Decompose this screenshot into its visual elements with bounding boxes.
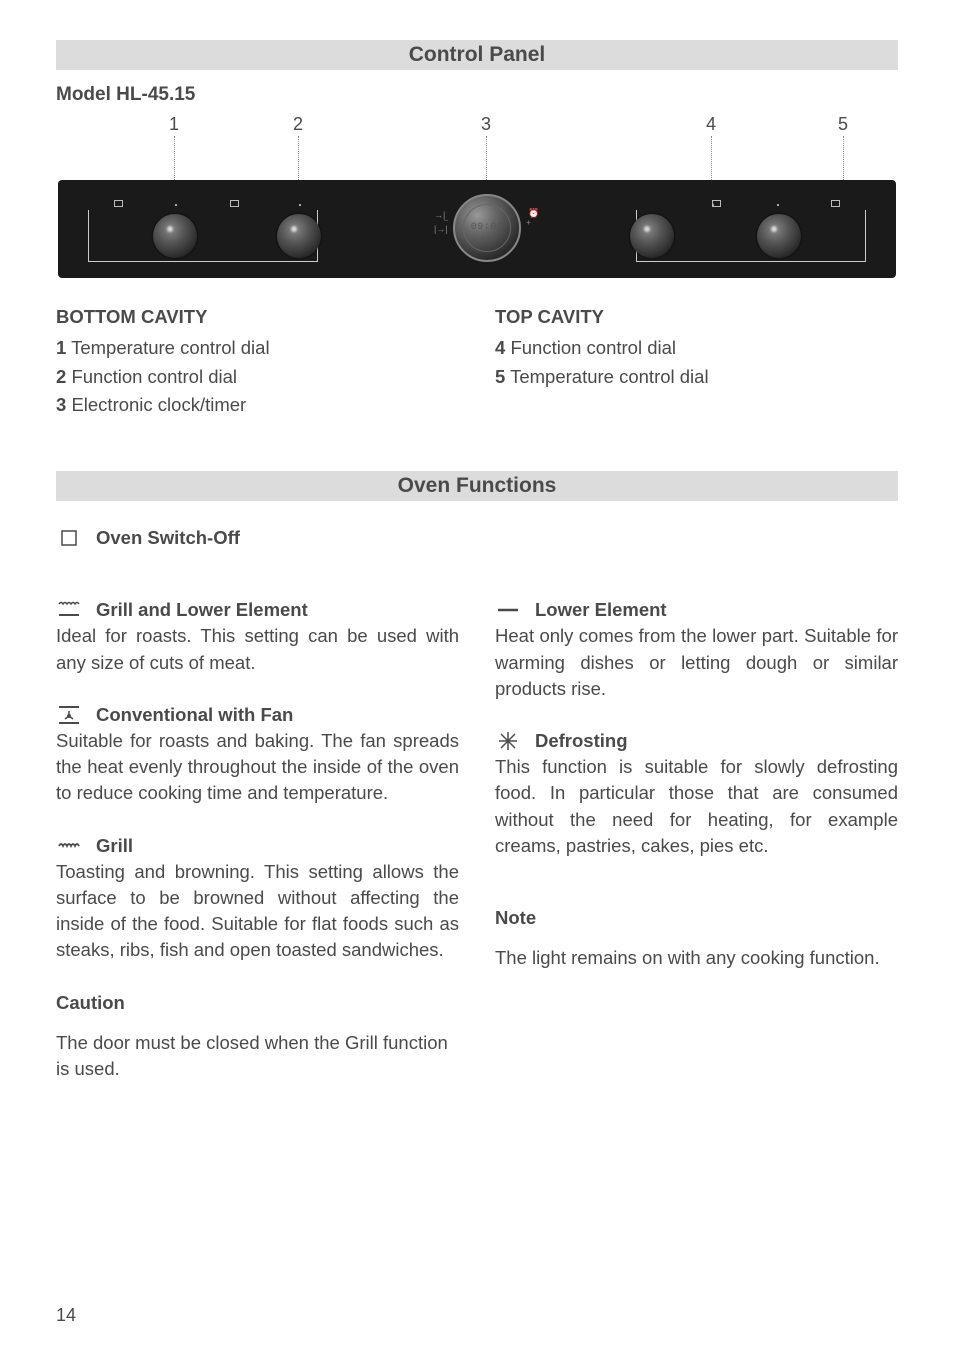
control-panel-diagram: 1 2 3 4 5 09:00 AUTO →| |→| − ⏰ xyxy=(56,114,898,278)
legend-item-5: 5 Temperature control dial xyxy=(495,364,898,391)
clock-plus-icon: + xyxy=(526,218,531,227)
diagram-leader-lines xyxy=(56,136,898,180)
lower-element-title: Lower Element xyxy=(535,599,667,621)
conventional-fan-icon xyxy=(56,704,82,726)
clock-minus-icon: − xyxy=(444,218,448,225)
clock-auto-label: AUTO xyxy=(455,236,519,242)
panel-icon-right-outer xyxy=(831,200,840,207)
grill-icon xyxy=(56,840,82,852)
switch-off-title: Oven Switch-Off xyxy=(96,527,240,549)
knob-2 xyxy=(277,214,321,258)
page-number: 14 xyxy=(56,1305,76,1326)
grill-lower-icon xyxy=(56,600,82,620)
model-label: Model HL-45.15 xyxy=(56,84,898,106)
panel-icon-left-outer xyxy=(114,200,123,207)
diagram-number-4: 4 xyxy=(706,114,716,135)
clock-time: 09:00 xyxy=(455,222,519,233)
grill-lower-body: Ideal for roasts. This setting can be us… xyxy=(56,623,459,676)
cavity-legend: BOTTOM CAVITY 1 Temperature control dial… xyxy=(56,304,898,421)
knob-5 xyxy=(757,214,801,258)
lower-element-icon xyxy=(495,605,521,615)
legend-item-2: 2 Function control dial xyxy=(56,364,459,391)
diagram-number-5: 5 xyxy=(838,114,848,135)
conventional-fan-title: Conventional with Fan xyxy=(96,704,293,726)
note-body: The light remains on with any cooking fu… xyxy=(495,945,898,971)
panel-icon-right-inner xyxy=(712,200,721,207)
top-cavity-title: TOP CAVITY xyxy=(495,304,898,331)
panel-icon-left-inner xyxy=(230,200,239,207)
clock-arrow-left-bottom: |→| xyxy=(434,224,448,234)
conventional-fan-body: Suitable for roasts and baking. The fan … xyxy=(56,728,459,807)
defrosting-icon xyxy=(495,730,521,752)
diagram-number-3: 3 xyxy=(481,114,491,135)
lower-element-body: Heat only comes from the lower part. Sui… xyxy=(495,623,898,702)
legend-item-4: 4 Function control dial xyxy=(495,335,898,362)
grill-body: Toasting and browning. This setting allo… xyxy=(56,859,459,964)
defrosting-body: This function is suitable for slowly def… xyxy=(495,754,898,859)
switch-off-icon xyxy=(56,529,82,547)
grill-lower-title: Grill and Lower Element xyxy=(96,599,308,621)
legend-item-1: 1 Temperature control dial xyxy=(56,335,459,362)
oven-functions-header: Oven Functions xyxy=(56,471,898,501)
knob-4 xyxy=(630,214,674,258)
bottom-cavity-title: BOTTOM CAVITY xyxy=(56,304,459,331)
knob-1 xyxy=(153,214,197,258)
oven-switch-off-row: Oven Switch-Off xyxy=(56,527,898,549)
legend-item-3: 3 Electronic clock/timer xyxy=(56,392,459,419)
note-title: Note xyxy=(495,907,898,929)
grill-title: Grill xyxy=(96,835,133,857)
diagram-number-2: 2 xyxy=(293,114,303,135)
defrosting-title: Defrosting xyxy=(535,730,628,752)
control-panel-header: Control Panel xyxy=(56,40,898,70)
diagram-number-1: 1 xyxy=(169,114,179,135)
panel-graphic: 09:00 AUTO →| |→| − ⏰ + xyxy=(58,180,896,278)
functions-columns: Grill and Lower Element Ideal for roasts… xyxy=(56,591,898,1082)
clock-dial: 09:00 AUTO xyxy=(453,194,521,262)
caution-body: The door must be closed when the Grill f… xyxy=(56,1030,459,1083)
caution-title: Caution xyxy=(56,992,459,1014)
